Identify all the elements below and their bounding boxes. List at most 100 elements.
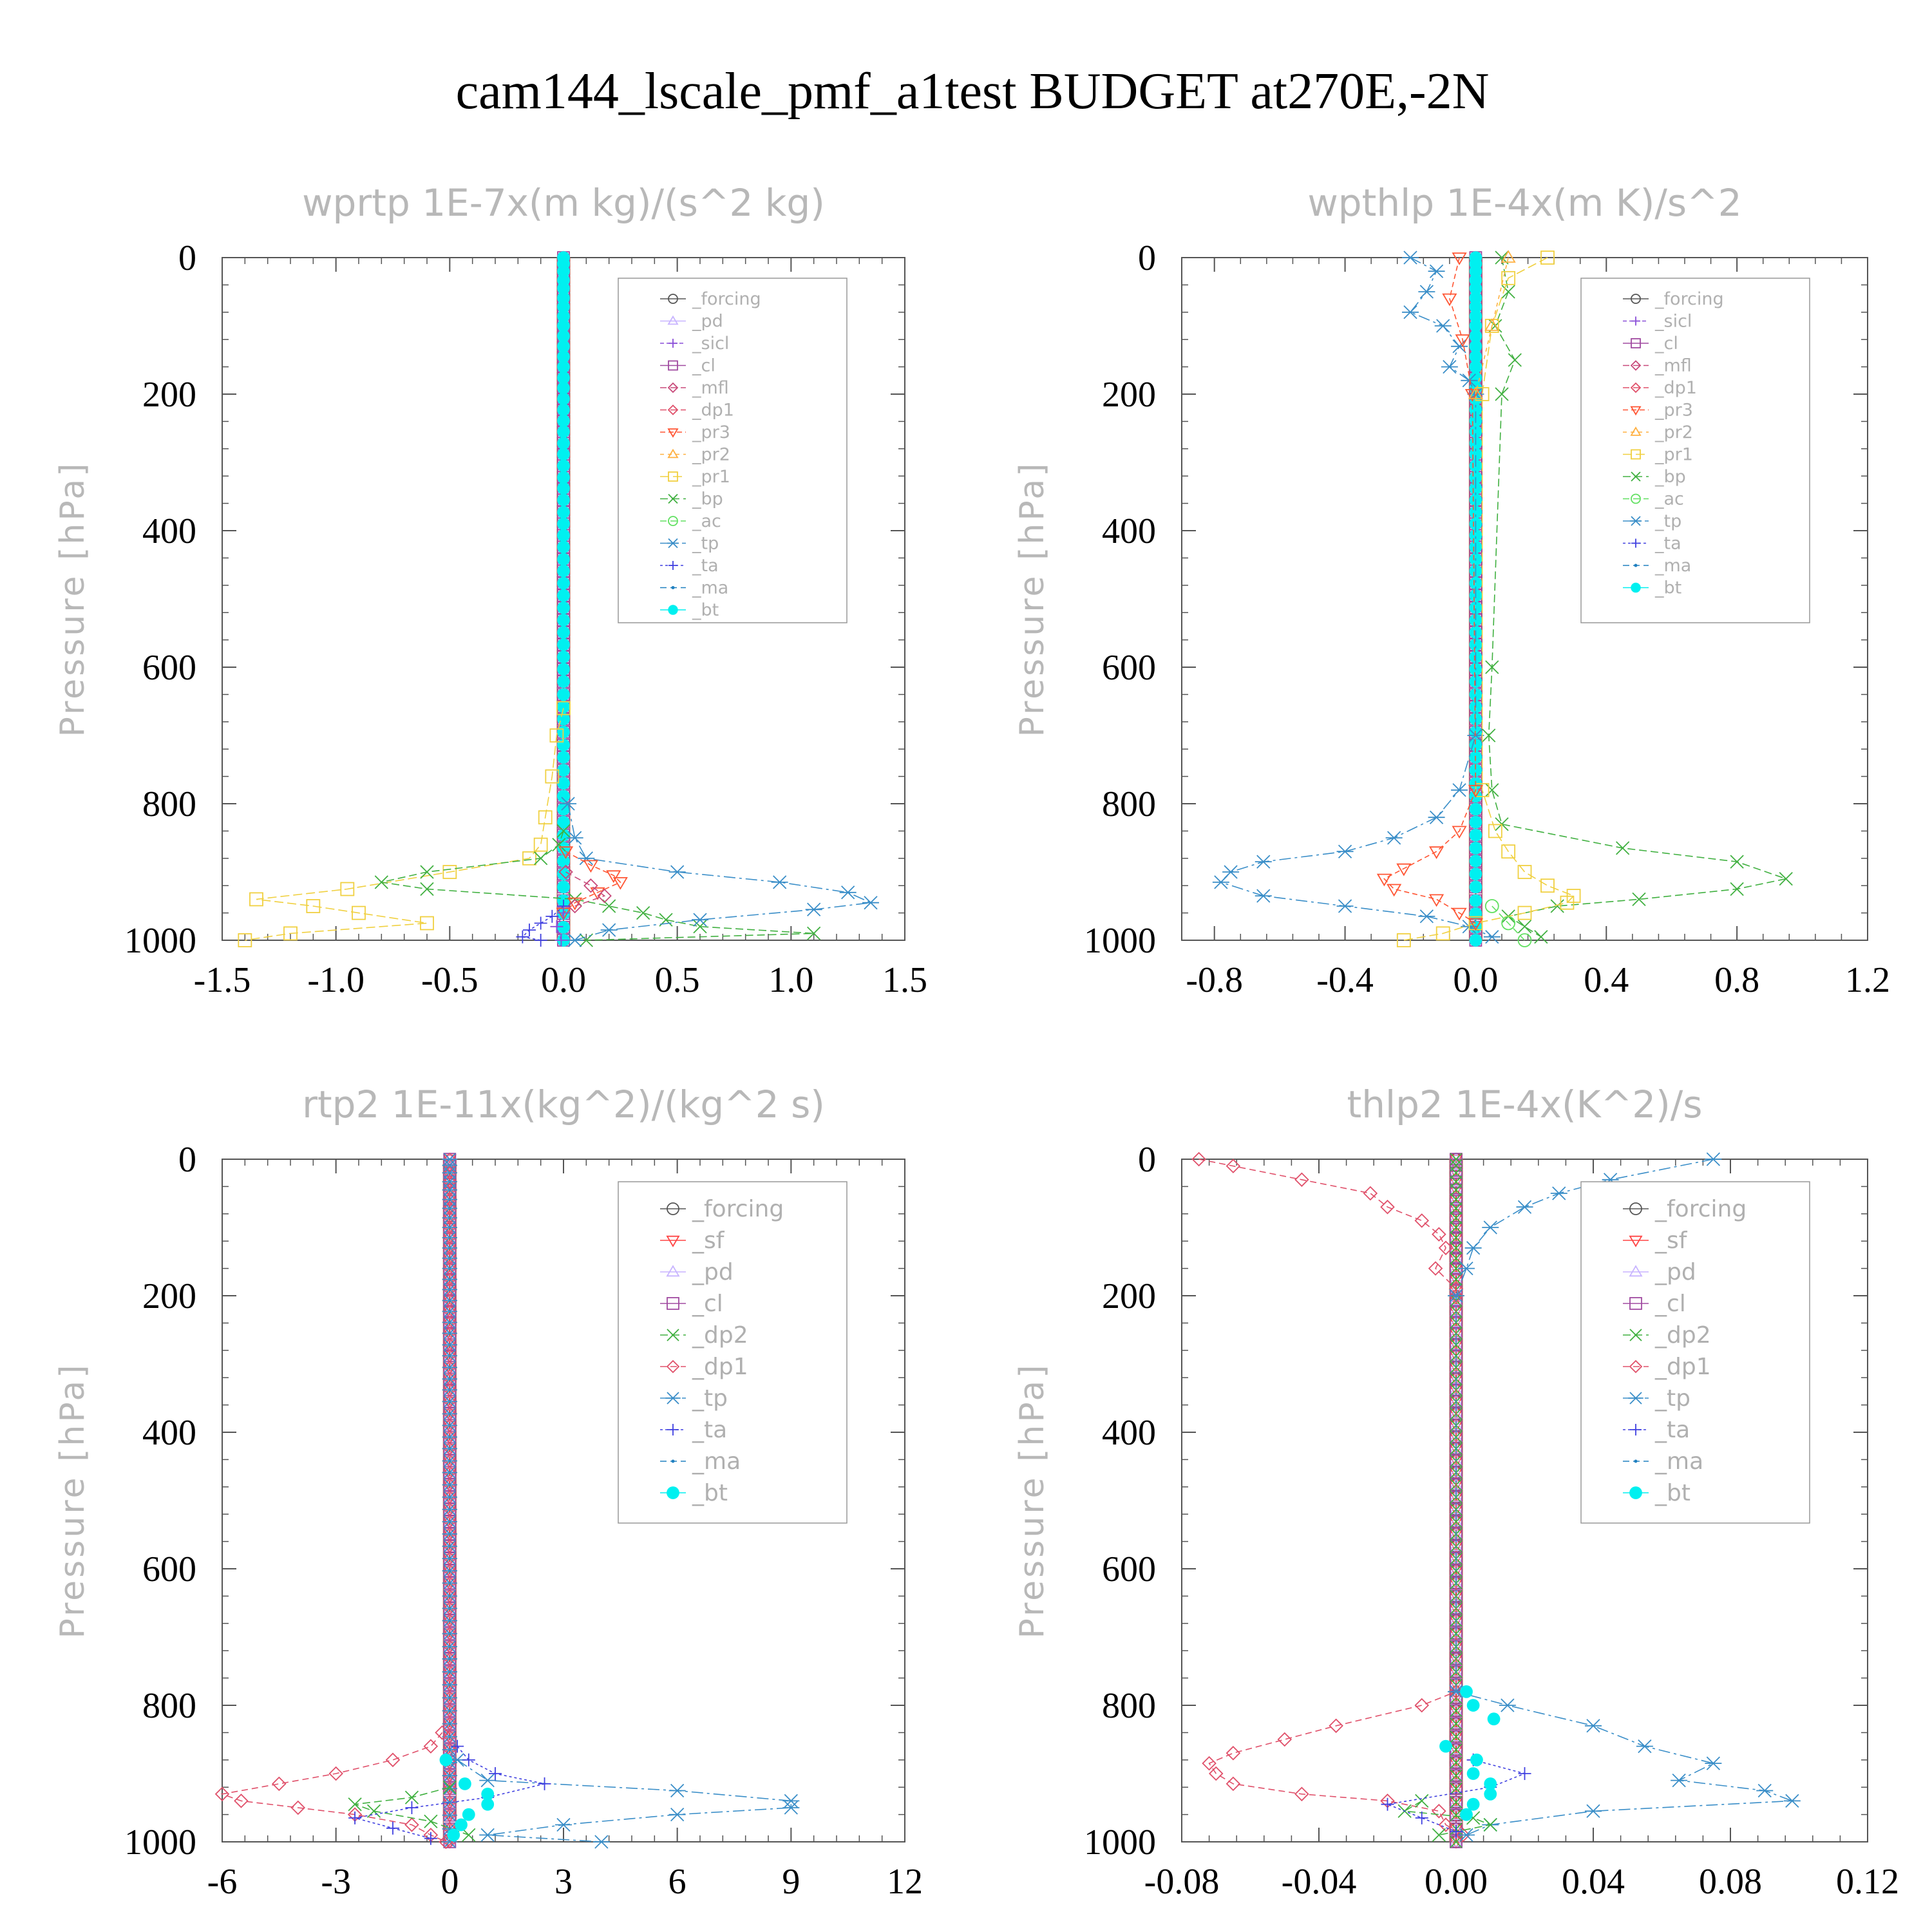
series-point [442,1468,457,1480]
legend: _forcing _sf _pd _cl _dp2 _dp1 _tp _ta _ma _bt [1580,1181,1810,1524]
figure-title: cam144_lscale_pmf_a1test BUDGET at270E,-… [456,63,1490,120]
legend-label: _bt [692,1480,728,1506]
series-point [1402,305,1419,319]
series-point [557,310,570,323]
series-point [1450,1627,1463,1640]
series-point [1450,1221,1463,1234]
series-point [442,1305,458,1318]
series-point [1450,1717,1463,1730]
series-point [805,902,822,916]
series-point [1450,1327,1463,1340]
series-point [442,1564,457,1576]
series-point [442,1349,458,1362]
series-line-tp [567,803,873,941]
series-point [1468,918,1484,931]
y-axis-label: Pressure [hPa] [1013,461,1052,737]
series-point [1376,873,1392,887]
series-point [442,1338,458,1351]
series-point [1484,1777,1497,1790]
series-point [533,837,548,852]
series-line-pr2 [1475,257,1509,395]
series-point [442,1211,458,1224]
series-point [557,339,570,353]
y-tick-label: 600 [142,648,196,688]
series-point [1363,1186,1378,1201]
series-point [1450,1743,1463,1756]
series-point [557,281,570,295]
legend-marker [1629,1359,1643,1374]
series-point [442,1614,458,1627]
legend-marker [671,1459,675,1463]
series-point [1483,930,1501,944]
series-point [1469,842,1482,855]
series-point [1468,784,1484,798]
legend: _forcing_pd_sicl_cl_mfl_dp1_pr3_pr2_pr1_… [618,278,848,623]
series-point [1450,1241,1463,1255]
series-line-dp2 [354,1786,469,1836]
series-point [1449,1397,1463,1409]
series-point [557,842,570,855]
series-point [442,1395,458,1408]
series-point [1534,930,1548,944]
series-point [557,529,570,542]
series-point [1466,1797,1480,1811]
series-point [442,1168,457,1180]
series-point [1449,1784,1463,1796]
series-point [1499,1698,1516,1712]
series-point [1501,270,1516,285]
series-point [1540,878,1555,893]
legend-label: _bt [1654,578,1681,598]
series-point [557,855,570,867]
series-point [1449,1808,1463,1820]
legend-label: _pr2 [1654,422,1693,442]
series-point [557,360,570,374]
series-point [442,1529,457,1541]
series-point [442,1539,457,1551]
legend-marker [668,516,678,526]
series-point [557,319,570,332]
y-tick-label: 1000 [124,1823,196,1862]
series-point [443,1768,457,1783]
series-point [458,1777,471,1790]
series-point [442,1703,457,1716]
series-point [442,1770,457,1783]
series-point [1464,389,1480,402]
y-tick-label: 400 [1102,511,1156,551]
series-point [1450,1221,1463,1234]
series-point [442,1409,457,1421]
series-line-tp [1220,257,1493,938]
series-point [442,865,457,879]
series-point [583,878,598,893]
series-point [1585,1804,1602,1818]
series-point [442,1204,457,1216]
series-point [1450,1202,1463,1215]
series-line-mfl [565,871,606,907]
legend-label: _bp [692,489,723,509]
series-point [556,824,571,838]
series-point [1449,1716,1463,1728]
series-point [693,920,707,934]
legend-marker [668,360,678,371]
series-point [442,1340,457,1352]
series-line-pr1 [245,708,564,941]
series-point [692,913,708,927]
series-point [1452,252,1467,265]
series-point [1469,828,1482,842]
legend-label: _ac [1654,489,1684,509]
series-point [442,1385,457,1397]
series-point [249,892,263,907]
series-point [1450,1183,1463,1197]
series-point [442,1640,457,1652]
series-point [352,905,366,920]
series-point [442,1551,457,1564]
series-point [442,1231,458,1244]
series-point [782,1801,800,1815]
series-point [1632,892,1646,907]
series-point [442,1578,457,1591]
y-axis-label: Pressure [hPa] [1013,1363,1052,1639]
series-point [1396,933,1411,947]
y-tick-label: 800 [1102,1686,1156,1726]
series-point [1450,1717,1463,1730]
series-point [557,291,570,305]
series-point [443,1691,457,1705]
